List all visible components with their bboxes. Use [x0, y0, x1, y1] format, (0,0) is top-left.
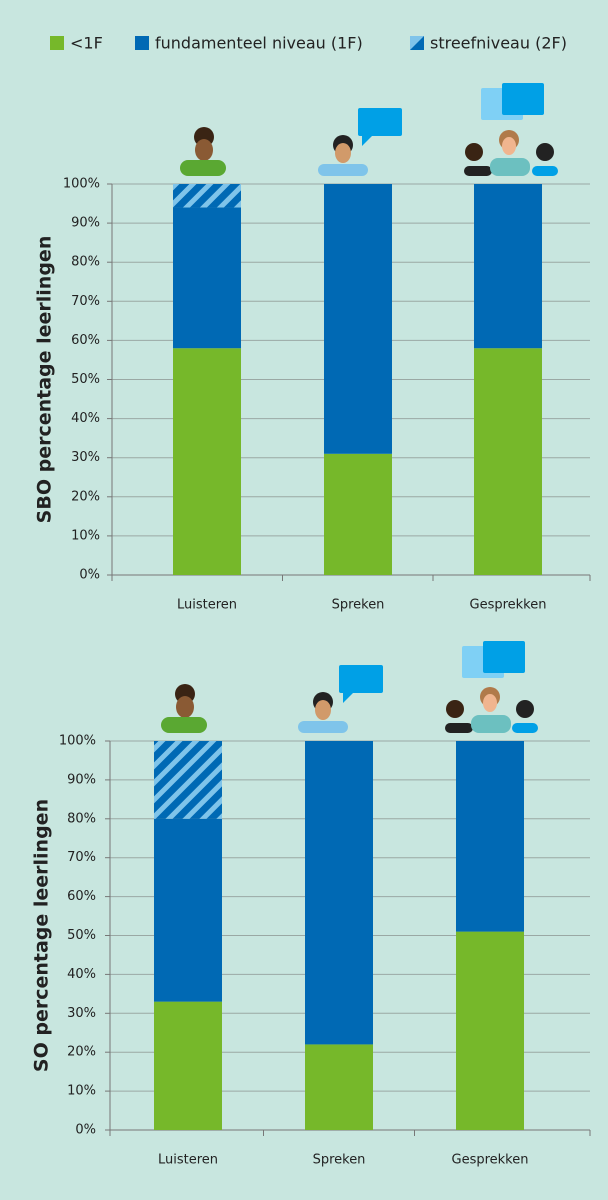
- legend-swatch-hatch: [410, 36, 424, 50]
- y-tick-label: 50%: [71, 372, 100, 387]
- y-tick-label: 40%: [67, 967, 96, 982]
- bar-segment: [456, 931, 524, 1130]
- legend-label: fundamenteel niveau (1F): [155, 34, 363, 53]
- y-tick-label: 20%: [71, 489, 100, 504]
- bar-segment: [474, 348, 542, 575]
- bar-segment: [305, 1044, 373, 1130]
- y-tick-label: 80%: [71, 255, 100, 270]
- y-tick-label: 30%: [71, 450, 100, 465]
- y-tick-label: 10%: [67, 1084, 96, 1099]
- y-tick-label: 60%: [67, 889, 96, 904]
- y-tick-label: 60%: [71, 333, 100, 348]
- x-tick-label: Spreken: [332, 598, 385, 613]
- bar-segment: [154, 741, 222, 819]
- bar-segment: [305, 741, 373, 1045]
- bar-segment: [456, 741, 524, 932]
- y-tick-label: 30%: [67, 1006, 96, 1021]
- bar-segment: [154, 818, 222, 1002]
- y-tick-label: 70%: [67, 850, 96, 865]
- y-tick-label: 100%: [63, 177, 100, 192]
- y-tick-label: 80%: [67, 811, 96, 826]
- y-axis-label: SBO percentage leerlingen: [34, 236, 56, 524]
- icons: [161, 83, 558, 733]
- x-tick-label: Luisteren: [158, 1153, 218, 1168]
- y-tick-label: 90%: [71, 216, 100, 231]
- bar-segment: [173, 348, 241, 575]
- bar-segment: [173, 184, 241, 208]
- legend-swatch: [135, 36, 149, 50]
- bar-segment: [173, 207, 241, 349]
- y-tick-label: 90%: [67, 772, 96, 787]
- bar-segment: [474, 184, 542, 349]
- x-tick-label: Gesprekken: [470, 598, 547, 613]
- y-tick-label: 70%: [71, 294, 100, 309]
- bar-segment: [154, 1001, 222, 1130]
- y-tick-label: 50%: [67, 928, 96, 943]
- bar-segment: [324, 184, 392, 454]
- y-tick-label: 100%: [59, 734, 96, 749]
- legend-label: <1F: [70, 34, 103, 53]
- y-axis-label: SO percentage leerlingen: [31, 799, 53, 1072]
- legend-label: streefniveau (2F): [430, 34, 567, 53]
- y-tick-label: 10%: [71, 528, 100, 543]
- x-tick-label: Spreken: [313, 1153, 366, 1168]
- y-tick-label: 20%: [67, 1045, 96, 1060]
- y-tick-label: 0%: [75, 1123, 96, 1138]
- x-tick-label: Gesprekken: [452, 1153, 529, 1168]
- legend-swatch: [50, 36, 64, 50]
- y-tick-label: 40%: [71, 411, 100, 426]
- x-tick-label: Luisteren: [177, 598, 237, 613]
- bar-segment: [324, 453, 392, 575]
- y-tick-label: 0%: [79, 568, 100, 583]
